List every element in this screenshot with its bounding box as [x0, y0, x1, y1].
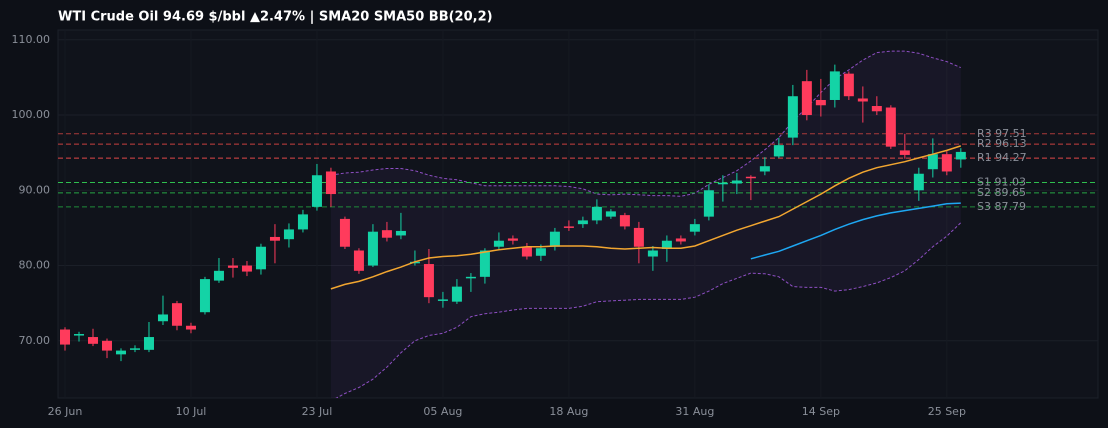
chart-title: WTI Crude Oil 94.69 $/bbl ▲2.47% | SMA20…	[58, 10, 493, 25]
x-tick-label: 23 Jul	[302, 405, 333, 418]
plot	[58, 30, 1098, 398]
level-label: S2 89.65	[977, 186, 1026, 199]
candle-body	[381, 230, 392, 238]
candle-body	[423, 264, 434, 298]
candle-body	[59, 329, 70, 345]
candle-body	[353, 250, 364, 271]
candle-body	[801, 81, 812, 116]
candle-body	[549, 231, 560, 247]
candle-body	[661, 240, 672, 249]
candle-body	[73, 334, 84, 336]
candle-body	[101, 340, 112, 351]
x-tick-label: 10 Jul	[176, 405, 207, 418]
level-label: S1 91.03	[977, 176, 1026, 189]
y-tick-label: 110.00	[12, 33, 51, 46]
candle-body	[521, 246, 532, 257]
level-label: R3 97.51	[977, 127, 1027, 140]
candle-body	[577, 220, 588, 225]
candle-body	[241, 265, 252, 272]
x-tick-label: 25 Sep	[928, 405, 966, 418]
candle-body	[591, 206, 602, 221]
candle-body	[857, 98, 868, 102]
candle-body	[395, 230, 406, 236]
candle-body	[745, 176, 756, 179]
candle-body	[115, 350, 126, 355]
candle-body	[647, 250, 658, 257]
candle-body	[339, 218, 350, 247]
candle-body	[157, 314, 168, 322]
candle-body	[717, 182, 728, 185]
candle-body	[507, 238, 518, 241]
x-tick-label: 05 Aug	[423, 405, 462, 418]
band-line	[335, 222, 962, 398]
candle-body	[773, 145, 784, 157]
x-tick-label: 31 Aug	[675, 405, 714, 418]
candle-body	[563, 226, 574, 228]
candle-body	[619, 215, 630, 227]
plot-area	[57, 29, 1099, 399]
level-label: S3 87.79	[977, 200, 1026, 213]
candle-body	[815, 99, 826, 106]
candle-body	[885, 107, 896, 147]
candle-body	[829, 71, 840, 100]
candle-body	[479, 250, 490, 277]
candle-body	[367, 231, 378, 266]
candle-body	[731, 180, 742, 184]
candle-body	[605, 211, 616, 217]
candle-body	[703, 190, 714, 217]
candle-body	[297, 214, 308, 230]
x-tick-label: 14 Sep	[802, 405, 840, 418]
candle-body	[199, 279, 210, 313]
candle-body	[913, 173, 924, 191]
x-tick-label: 26 Jun	[48, 405, 83, 418]
candle-body	[535, 248, 546, 256]
candle-body	[899, 150, 910, 155]
sma-line	[750, 202, 961, 260]
level-label: R2 96.13	[977, 137, 1027, 150]
candle-body	[227, 265, 238, 268]
candle-body	[633, 227, 644, 247]
band-line	[330, 50, 961, 197]
candle-body	[843, 73, 854, 97]
band-fill	[330, 51, 961, 398]
candle-body	[269, 236, 280, 241]
candle-body	[171, 303, 182, 326]
candle-body	[787, 96, 798, 138]
candle-body	[451, 286, 462, 302]
candle-body	[213, 270, 224, 281]
x-tick-label: 18 Aug	[549, 405, 588, 418]
candle-body	[87, 337, 98, 344]
candle-body	[325, 171, 336, 195]
y-tick-label: 80.00	[19, 259, 51, 272]
candle-body	[941, 154, 952, 172]
candle-body	[283, 229, 294, 240]
candle-body	[759, 166, 770, 172]
candle-body	[185, 325, 196, 330]
y-tick-label: 100.00	[12, 108, 51, 121]
level-label: R1 94.27	[977, 151, 1027, 164]
y-tick-label: 70.00	[19, 334, 51, 347]
candle-body	[255, 246, 266, 270]
candle-body	[689, 224, 700, 232]
candle-body	[465, 276, 476, 279]
y-tick-label: 90.00	[19, 183, 51, 196]
sma-line	[330, 145, 962, 290]
candle-body	[437, 299, 448, 301]
candle-body	[675, 238, 686, 242]
candle-body	[955, 151, 966, 160]
candle-body	[927, 154, 938, 170]
candle-body	[311, 175, 322, 207]
candle-body	[129, 348, 140, 350]
candle-body	[871, 106, 882, 112]
candle-body	[143, 337, 154, 350]
candle-body	[493, 240, 504, 247]
